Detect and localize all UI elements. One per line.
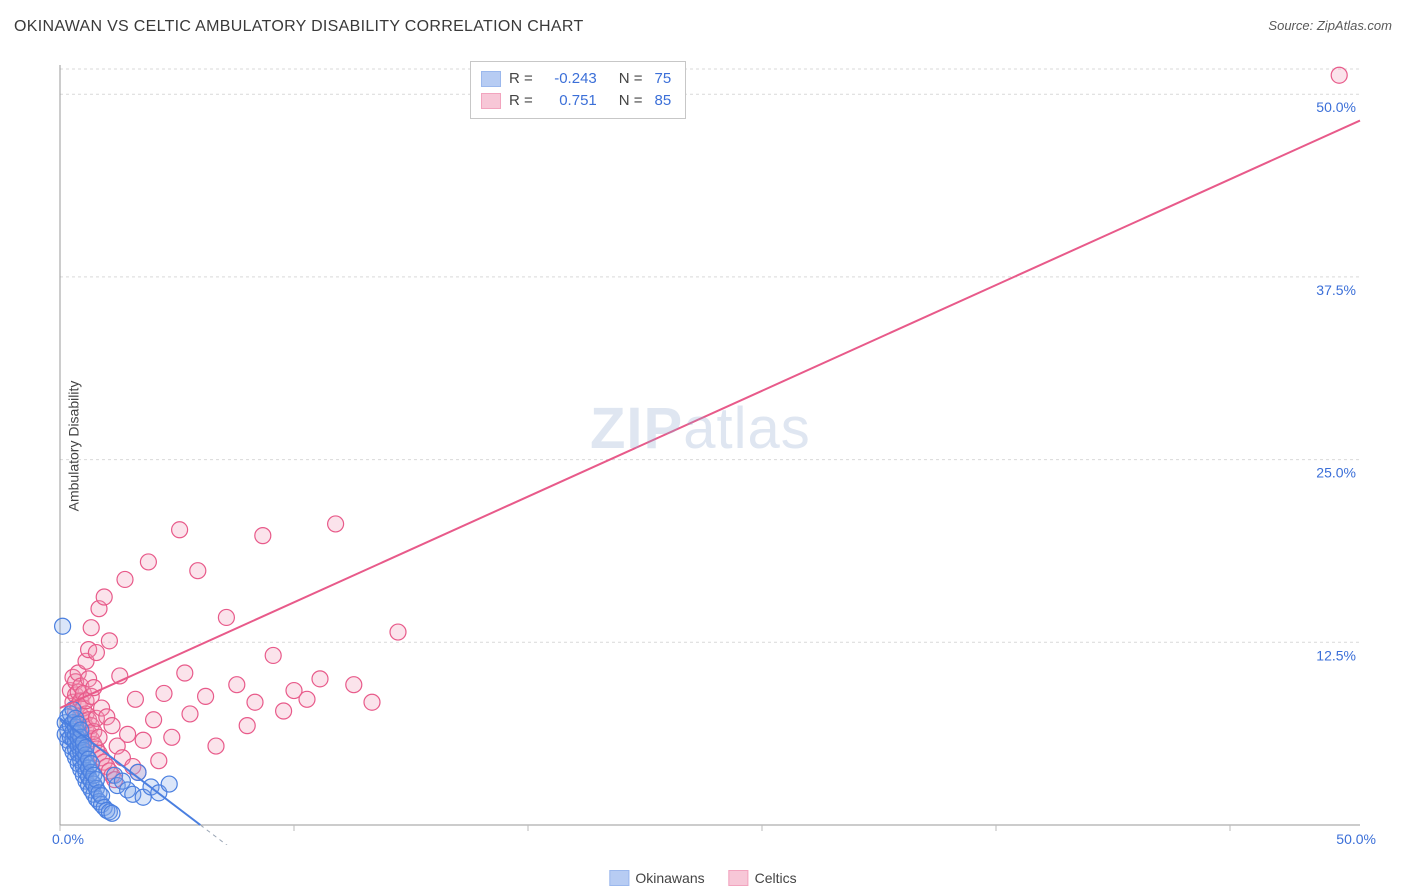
series-legend: Okinawans Celtics <box>609 870 796 886</box>
data-point <box>101 633 117 649</box>
legend-item: Celtics <box>729 870 797 886</box>
data-point <box>135 732 151 748</box>
source-attribution: Source: ZipAtlas.com <box>1268 18 1392 33</box>
y-tick-label: 25.0% <box>1316 465 1356 481</box>
data-point <box>239 718 255 734</box>
data-point <box>55 618 71 634</box>
data-point <box>198 688 214 704</box>
y-tick-label: 50.0% <box>1316 99 1356 115</box>
data-point <box>1331 67 1347 83</box>
data-point <box>104 805 120 821</box>
data-point <box>312 671 328 687</box>
x-axis-max-label: 50.0% <box>1336 831 1376 847</box>
y-tick-label: 12.5% <box>1316 647 1356 663</box>
stats-legend-row: R =0.751N =85 <box>481 90 671 112</box>
data-point <box>247 694 263 710</box>
data-point <box>96 589 112 605</box>
scatter-chart-svg: 12.5% 25.0% 37.5% 50.0% <box>50 55 1380 845</box>
data-point <box>172 522 188 538</box>
data-point <box>161 776 177 792</box>
data-point <box>88 645 104 661</box>
data-point <box>120 726 136 742</box>
x-axis-min-label: 0.0% <box>52 831 84 847</box>
data-point <box>265 647 281 663</box>
data-point <box>364 694 380 710</box>
legend-item: Okinawans <box>609 870 704 886</box>
stats-legend-box: R =-0.243N =75R =0.751N =85 <box>470 61 686 119</box>
legend-swatch <box>729 870 749 886</box>
data-point <box>104 718 120 734</box>
data-point <box>140 554 156 570</box>
y-tick-label: 37.5% <box>1316 282 1356 298</box>
data-point <box>182 706 198 722</box>
data-point <box>83 620 99 636</box>
legend-swatch <box>481 71 501 87</box>
data-point <box>156 685 172 701</box>
data-point <box>151 753 167 769</box>
stats-legend-row: R =-0.243N =75 <box>481 68 671 90</box>
data-point <box>255 528 271 544</box>
legend-swatch <box>481 93 501 109</box>
data-point <box>190 563 206 579</box>
data-point <box>164 729 180 745</box>
chart-title: OKINAWAN VS CELTIC AMBULATORY DISABILITY… <box>14 18 584 35</box>
data-point <box>117 571 133 587</box>
data-point <box>276 703 292 719</box>
data-point <box>218 609 234 625</box>
data-point <box>229 677 245 693</box>
data-point <box>177 665 193 681</box>
data-point <box>146 712 162 728</box>
data-point <box>328 516 344 532</box>
data-point <box>127 691 143 707</box>
data-point <box>346 677 362 693</box>
trend-line <box>60 121 1360 709</box>
legend-swatch <box>609 870 629 886</box>
data-point <box>299 691 315 707</box>
data-point <box>208 738 224 754</box>
data-point <box>390 624 406 640</box>
chart-plot-area: 12.5%25.0%37.5%50.0% ZIPatlas R =-0.243N… <box>50 55 1380 845</box>
